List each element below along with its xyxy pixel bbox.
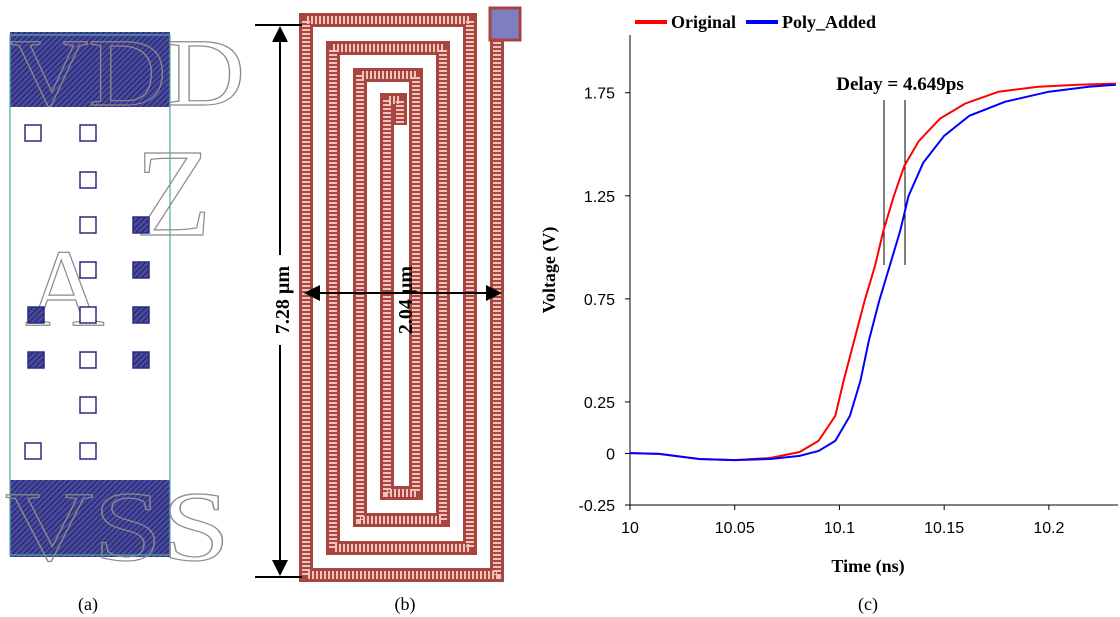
layout-label: Z xyxy=(135,125,211,263)
x-tick-label: 10.2 xyxy=(1033,520,1064,537)
contacts xyxy=(24,124,150,460)
panel-label: (b) xyxy=(395,594,416,615)
panel-c: Delay = 4.649ps Time (ns) Voltage (V) (c… xyxy=(539,12,1118,615)
y-tick-label: 0.75 xyxy=(584,292,615,309)
annotation: Delay = 4.649ps xyxy=(836,74,963,95)
layout-label: A xyxy=(25,227,104,349)
vdd-rail xyxy=(10,32,170,107)
y-tick-label: 0 xyxy=(606,446,615,463)
y-tick-label: 0.25 xyxy=(584,395,615,412)
height-label: 7.28 µm xyxy=(272,266,294,335)
y-axis-title: Voltage (V) xyxy=(539,227,560,314)
x-tick-label: 10 xyxy=(621,520,639,537)
width-label: 2.04 µm xyxy=(395,266,417,335)
y-tick-label: -0.25 xyxy=(579,498,616,515)
y-tick-label: 1.75 xyxy=(584,86,615,103)
panel-label: (a) xyxy=(78,594,98,615)
cell-boundary xyxy=(9,34,171,556)
legend-label: Poly_Added xyxy=(782,12,876,32)
series-line xyxy=(629,83,1116,462)
vss-rail xyxy=(10,480,170,557)
pad xyxy=(488,6,522,42)
layout-label: VSS xyxy=(5,471,230,582)
series-line xyxy=(629,82,1116,462)
x-tick-label: 10.05 xyxy=(715,520,755,537)
panel-a: VDD Z A VSS (a) xyxy=(4,18,245,615)
y-tick-label: 1.25 xyxy=(584,189,615,206)
x-axis-title: Time (ns) xyxy=(831,556,904,577)
spiral-hatch xyxy=(302,16,501,579)
panel-b: 7.28 µm 2.04 µm (b) xyxy=(255,6,522,615)
layout-label: VDD xyxy=(10,19,245,126)
x-tick-label: 10.15 xyxy=(924,520,964,537)
panel-label: (c) xyxy=(858,594,878,615)
legend-label: Original xyxy=(671,12,736,32)
x-tick-label: 10.1 xyxy=(824,520,855,537)
